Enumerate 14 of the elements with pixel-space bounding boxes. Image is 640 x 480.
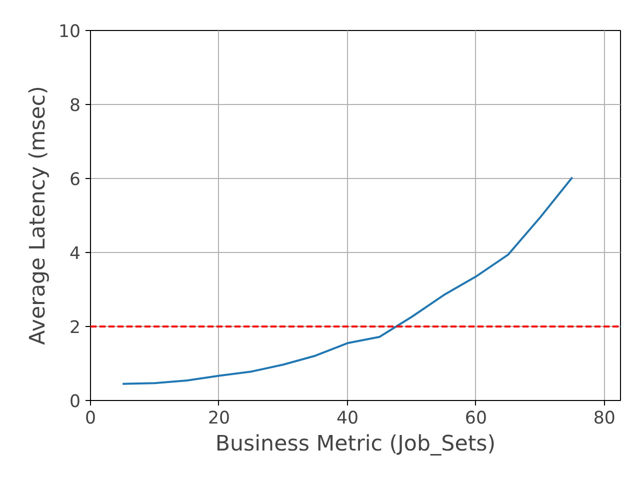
y-tick-label: 8 <box>69 96 81 116</box>
x-tick-label: 60 <box>464 408 487 428</box>
x-axis-title: Business Metric (Job_Sets) <box>215 432 496 456</box>
x-tick-label: 0 <box>84 408 96 428</box>
y-tick-label: 2 <box>69 318 81 338</box>
x-tick-label: 80 <box>593 408 616 428</box>
line-series <box>122 176 574 385</box>
y-tick-label: 6 <box>69 170 81 190</box>
y-axis-title: Average Latency (msec) <box>25 86 50 345</box>
x-tick-label: 20 <box>208 408 230 428</box>
y-tick-label: 0 <box>69 392 81 412</box>
y-tick-label: 10 <box>58 22 81 42</box>
y-tick-label: 4 <box>69 244 81 264</box>
x-tick-label: 40 <box>336 408 359 428</box>
